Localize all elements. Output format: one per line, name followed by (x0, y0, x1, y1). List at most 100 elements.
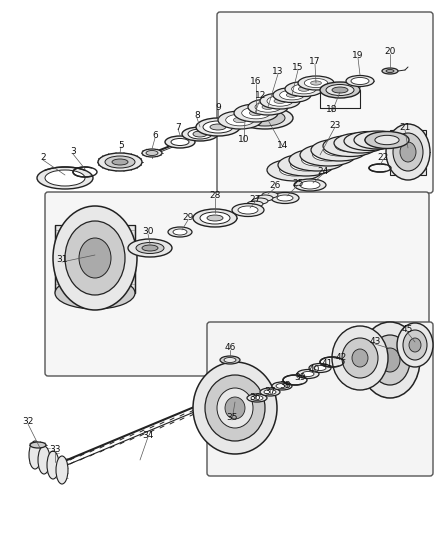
Text: 41: 41 (321, 359, 333, 367)
Ellipse shape (386, 124, 430, 180)
Ellipse shape (311, 81, 321, 85)
Ellipse shape (297, 369, 319, 378)
Ellipse shape (136, 243, 164, 254)
Ellipse shape (300, 144, 356, 166)
Ellipse shape (309, 364, 331, 373)
Bar (390, 130, 426, 175)
Ellipse shape (224, 358, 236, 362)
Ellipse shape (238, 206, 258, 214)
Ellipse shape (142, 149, 162, 157)
Ellipse shape (38, 446, 50, 474)
Ellipse shape (403, 330, 427, 360)
Text: 26: 26 (269, 182, 281, 190)
Ellipse shape (332, 326, 388, 390)
Text: 17: 17 (309, 58, 321, 67)
Ellipse shape (242, 107, 270, 119)
Text: 27: 27 (249, 196, 261, 205)
Ellipse shape (346, 76, 374, 86)
Ellipse shape (323, 135, 377, 157)
Ellipse shape (286, 93, 298, 97)
Text: 15: 15 (292, 63, 304, 72)
FancyBboxPatch shape (45, 192, 429, 376)
Ellipse shape (355, 136, 383, 146)
Ellipse shape (382, 68, 398, 74)
Ellipse shape (313, 149, 343, 161)
Ellipse shape (271, 192, 299, 204)
Text: 14: 14 (277, 141, 289, 149)
Ellipse shape (335, 140, 365, 152)
Ellipse shape (302, 372, 314, 376)
Ellipse shape (98, 153, 142, 171)
Ellipse shape (274, 99, 286, 103)
Ellipse shape (342, 338, 378, 378)
Bar (55, 225, 135, 293)
Text: 3: 3 (70, 148, 76, 157)
Bar (370, 330, 410, 385)
Ellipse shape (249, 110, 263, 116)
Ellipse shape (279, 164, 311, 176)
Text: 2: 2 (40, 154, 46, 163)
Ellipse shape (260, 93, 300, 109)
Text: 10: 10 (238, 135, 250, 144)
Ellipse shape (200, 212, 230, 224)
Ellipse shape (142, 245, 158, 251)
Ellipse shape (105, 156, 135, 168)
Ellipse shape (257, 195, 273, 201)
Text: 9: 9 (215, 102, 221, 111)
Ellipse shape (226, 114, 254, 126)
Ellipse shape (320, 82, 360, 98)
Ellipse shape (234, 104, 278, 122)
Ellipse shape (47, 451, 59, 479)
Text: 18: 18 (326, 106, 338, 115)
Ellipse shape (298, 76, 334, 90)
Text: 23: 23 (329, 120, 341, 130)
Ellipse shape (247, 394, 267, 402)
Ellipse shape (193, 209, 237, 227)
Ellipse shape (351, 77, 369, 85)
Ellipse shape (267, 159, 323, 181)
Text: 40: 40 (308, 366, 320, 375)
Ellipse shape (165, 136, 195, 148)
Ellipse shape (65, 221, 125, 295)
Text: 21: 21 (399, 124, 411, 133)
Ellipse shape (314, 366, 326, 370)
Ellipse shape (188, 129, 212, 139)
Ellipse shape (45, 170, 85, 186)
Ellipse shape (290, 159, 321, 171)
Ellipse shape (232, 204, 264, 216)
Text: 12: 12 (255, 91, 267, 100)
Text: 34: 34 (142, 431, 154, 440)
Ellipse shape (354, 131, 402, 149)
Ellipse shape (203, 121, 233, 133)
Ellipse shape (217, 388, 253, 428)
Ellipse shape (278, 154, 334, 176)
Text: 20: 20 (384, 47, 396, 56)
Ellipse shape (346, 138, 374, 149)
Ellipse shape (365, 132, 409, 149)
Ellipse shape (233, 117, 247, 123)
Ellipse shape (272, 382, 292, 390)
Ellipse shape (304, 78, 328, 87)
Text: 25: 25 (292, 179, 304, 188)
Ellipse shape (245, 110, 285, 126)
Ellipse shape (264, 390, 276, 394)
Ellipse shape (285, 82, 323, 96)
Ellipse shape (128, 239, 172, 257)
Ellipse shape (409, 338, 421, 352)
Ellipse shape (344, 132, 394, 150)
Text: 24: 24 (318, 167, 328, 176)
Ellipse shape (292, 84, 316, 94)
Ellipse shape (334, 133, 386, 153)
Ellipse shape (352, 349, 368, 367)
Ellipse shape (247, 201, 263, 207)
Text: 43: 43 (369, 337, 381, 346)
Text: 5: 5 (118, 141, 124, 149)
Ellipse shape (262, 192, 278, 198)
Text: 7: 7 (175, 123, 181, 132)
Text: 8: 8 (194, 111, 200, 120)
Ellipse shape (193, 362, 277, 454)
Ellipse shape (56, 456, 68, 484)
Ellipse shape (400, 142, 416, 162)
Text: 16: 16 (250, 77, 262, 86)
Ellipse shape (302, 154, 332, 166)
